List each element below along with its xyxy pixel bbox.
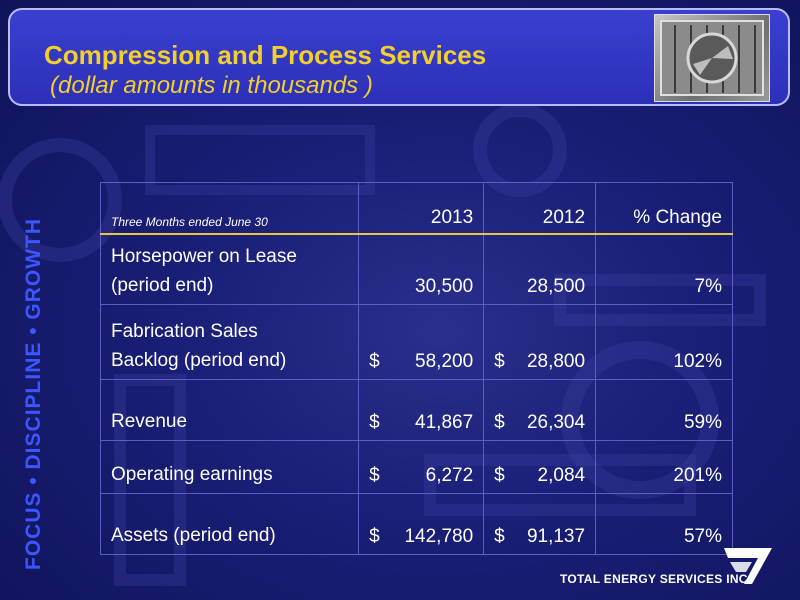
financial-table: Three Months ended June 30 2013 2012 % C… [99,182,733,555]
cell-2012: 28,500 [483,233,597,305]
cell-2012: $91,137 [483,493,597,555]
table-row: Horsepower on Lease (period end) 30,500 … [99,233,733,305]
cell-2013: $58,200 [358,304,485,380]
cell-2013: $41,867 [358,379,485,441]
row-label: Revenue [99,379,360,441]
table-header-row: Three Months ended June 30 2013 2012 % C… [99,182,733,235]
column-header-2013: 2013 [358,182,485,235]
table-row: Assets (period end) $142,780 $91,137 57% [99,493,733,555]
page-subtitle: (dollar amounts in thousands ) [50,72,373,99]
cell-2012: $2,084 [483,440,597,494]
cell-2012: $26,304 [483,379,597,441]
cell-change: 7% [595,233,733,305]
table-row: Fabrication Sales Backlog (period end) $… [99,304,733,380]
company-name: TOTAL ENERGY SERVICES INC. [560,572,752,586]
row-label: Horsepower on Lease (period end) [99,233,360,305]
row-label: Assets (period end) [99,493,360,555]
company-logo-icon [724,548,772,584]
table-row: Revenue $41,867 $26,304 59% [99,379,733,441]
row-label: Fabrication Sales Backlog (period end) [99,304,360,380]
compressor-photo [654,14,770,102]
row-label: Operating earnings [99,440,360,494]
cell-2013: $6,272 [358,440,485,494]
cell-2013: $142,780 [358,493,485,555]
cell-change: 57% [595,493,733,555]
page-title: Compression and Process Services [44,40,487,70]
cell-change: 102% [595,304,733,380]
cell-change: 201% [595,440,733,494]
cell-2013: 30,500 [358,233,485,305]
cell-change: 59% [595,379,733,441]
cell-2012: $28,800 [483,304,597,380]
table-row: Operating earnings $6,272 $2,084 201% [99,440,733,494]
column-header-period: Three Months ended June 30 [99,182,360,235]
column-header-change: % Change [595,182,733,235]
column-header-2012: 2012 [483,182,597,235]
side-tagline: FOCUS • DISCIPLINE • GROWTH [22,217,45,570]
